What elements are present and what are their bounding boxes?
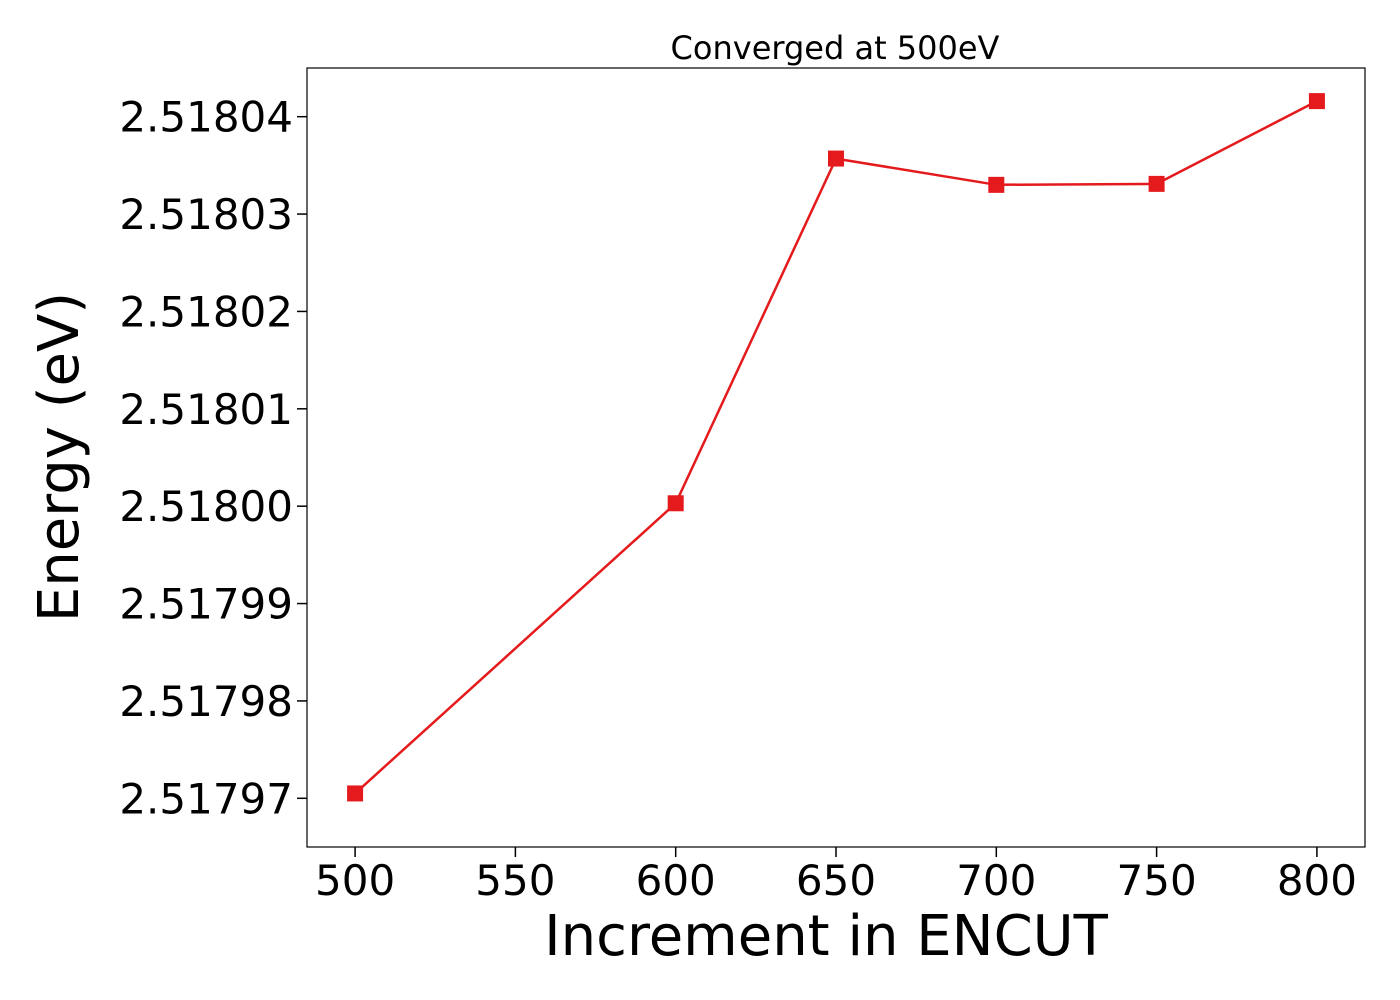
series-layer (347, 93, 1325, 802)
y-tick-label: 2.51799 (119, 580, 293, 629)
y-tick-label: 2.51800 (119, 482, 293, 531)
x-tick-label: 700 (956, 856, 1036, 905)
y-tick-label: 2.51803 (119, 190, 293, 239)
x-axis-label: Increment in ENCUT (544, 904, 1109, 969)
data-point-marker (347, 785, 364, 802)
y-tick-label: 2.51798 (119, 677, 293, 726)
x-tick-label: 500 (315, 856, 395, 905)
x-tick-label: 750 (1117, 856, 1197, 905)
y-tick-label: 2.51801 (119, 385, 293, 434)
data-point-marker (828, 150, 844, 167)
y-axis-ticks: 2.51797 2.51798 2.51799 2.51800 2.51801 2.518… (119, 93, 307, 823)
x-tick-label: 800 (1277, 856, 1357, 905)
x-tick-label: 600 (636, 856, 716, 905)
y-tick-label: 2.51797 (119, 774, 293, 823)
data-point-marker (667, 495, 684, 512)
y-tick-label: 2.51804 (119, 93, 293, 142)
x-tick-label: 650 (796, 856, 876, 905)
data-point-marker (988, 176, 1005, 193)
x-tick-label: 550 (475, 856, 555, 905)
plot-area-frame (306, 67, 1366, 848)
data-point-marker (1148, 175, 1165, 192)
series-line (354, 99, 1318, 795)
data-point-marker (1308, 93, 1325, 110)
y-axis-label: Energy (eV) (27, 292, 92, 622)
y-tick-label: 2.51802 (119, 287, 293, 336)
chart-title: Converged at 500eV (671, 29, 1000, 67)
x-axis-ticks: 500 550 600 650 700 750 800 (315, 847, 1357, 905)
